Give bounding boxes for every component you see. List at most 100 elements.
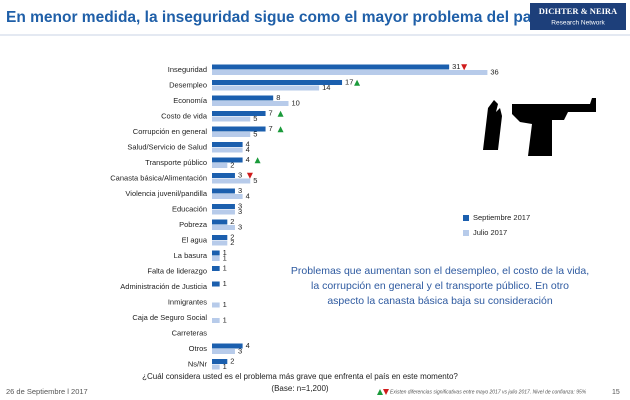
legend-label: Septiembre 2017: [473, 213, 530, 222]
category-label: Inseguridad: [168, 65, 207, 74]
significance-marker: [277, 126, 284, 133]
value-label: 1: [223, 316, 227, 325]
value-label: 7: [269, 109, 273, 118]
bar: [212, 219, 228, 225]
bar: [212, 225, 235, 230]
value-label: 1: [223, 264, 227, 273]
category-label: Caja de Seguro Social: [132, 313, 207, 322]
value-label: 4: [246, 140, 250, 149]
bar: [212, 204, 235, 209]
significance-marker: [277, 110, 284, 117]
bar: [212, 343, 243, 349]
bar: [212, 95, 274, 101]
bar: [212, 209, 235, 215]
bar: [212, 266, 220, 271]
value-label: 5: [253, 114, 257, 123]
bar: [212, 70, 488, 75]
category-label: Educación: [172, 204, 207, 213]
bar: [212, 126, 266, 132]
value-label: 2: [230, 357, 234, 366]
bar: [212, 349, 235, 354]
page-number: 15: [612, 389, 620, 396]
bar: [212, 132, 251, 137]
category-label: Carreteras: [172, 328, 208, 337]
category-label: Inmigrantes: [168, 297, 207, 306]
annotation: la corrupción en general y el transporte…: [311, 280, 569, 292]
logo-name: DICHTER & NEIRA: [539, 6, 618, 16]
value-label: 4: [246, 341, 250, 350]
value-label: 1: [223, 362, 227, 371]
legend-swatch: [463, 215, 469, 221]
legend-label: Julio 2017: [473, 228, 507, 237]
bar: [212, 240, 228, 246]
bar: [212, 178, 251, 184]
significance-marker: [461, 64, 468, 71]
value-label: 7: [269, 124, 273, 133]
category-label: El agua: [182, 235, 208, 244]
value-label: 3: [238, 223, 242, 232]
value-label: 3: [238, 202, 242, 211]
bar: [212, 142, 243, 147]
bar: [212, 64, 450, 70]
value-label: 3: [238, 186, 242, 195]
bar: [212, 173, 235, 178]
value-label: 4: [246, 145, 250, 154]
significance-marker: [354, 79, 361, 86]
value-label: 10: [292, 99, 300, 108]
category-label: Ns/Nr: [188, 359, 208, 368]
value-label: 3: [238, 347, 242, 356]
category-label: Falta de liderazgo: [147, 266, 207, 275]
annotation: Problemas que aumentan son el desempleo,…: [291, 265, 589, 277]
logo-subtitle: Research Network: [551, 20, 605, 27]
value-label: 1: [223, 254, 227, 263]
icon: [483, 98, 596, 156]
bar: [212, 359, 228, 364]
bar: [212, 302, 220, 308]
category-label: Corrupción en general: [133, 127, 208, 136]
bar: [212, 281, 220, 287]
value-label: 36: [490, 68, 498, 77]
category-label: Desempleo: [169, 80, 207, 89]
value-label: 1: [223, 279, 227, 288]
value-label: 2: [230, 233, 234, 242]
bar: [212, 80, 343, 85]
bar: [212, 250, 220, 256]
category-label: Otros: [189, 344, 208, 353]
bar: [212, 194, 243, 199]
bar: [212, 111, 266, 116]
category-label: Transporte público: [145, 158, 207, 167]
annotation: aspecto la canasta básica baja su consid…: [327, 295, 552, 307]
category-label: Canasta básica/Alimentación: [110, 173, 207, 182]
significance-marker: [246, 172, 253, 179]
bar: [212, 188, 235, 194]
bar: [212, 147, 243, 153]
value-label: 2: [230, 238, 234, 247]
value-label: 3: [238, 207, 242, 216]
value-label: 3: [238, 171, 242, 180]
category-label: La basura: [174, 251, 208, 260]
bar: [212, 157, 243, 163]
category-label: Administración de Justicia: [120, 282, 208, 291]
category-label: Violencia juvenil/pandilla: [125, 189, 207, 198]
value-label: 2: [230, 161, 234, 170]
value-label: 1: [223, 248, 227, 257]
value-label: 4: [246, 192, 250, 201]
date: 26 de Septiembre l 2017: [6, 387, 88, 396]
value-label: 5: [253, 130, 257, 139]
value-label: 1: [223, 300, 227, 309]
footnote-marks: [377, 389, 389, 395]
value-label: 2: [230, 217, 234, 226]
question: ¿Cuál considera usted es el problema más…: [142, 372, 458, 381]
bar: [212, 85, 320, 91]
legend-swatch: [463, 230, 469, 236]
logo-box: [530, 3, 626, 30]
category-label: Economía: [173, 96, 208, 105]
significance-marker: [254, 157, 261, 164]
category-label: Salud/Servicio de Salud: [127, 142, 207, 151]
bar: [212, 256, 220, 261]
bar: [212, 101, 289, 106]
value-label: 8: [276, 93, 280, 102]
bar: [212, 364, 220, 370]
bar: [212, 235, 228, 240]
